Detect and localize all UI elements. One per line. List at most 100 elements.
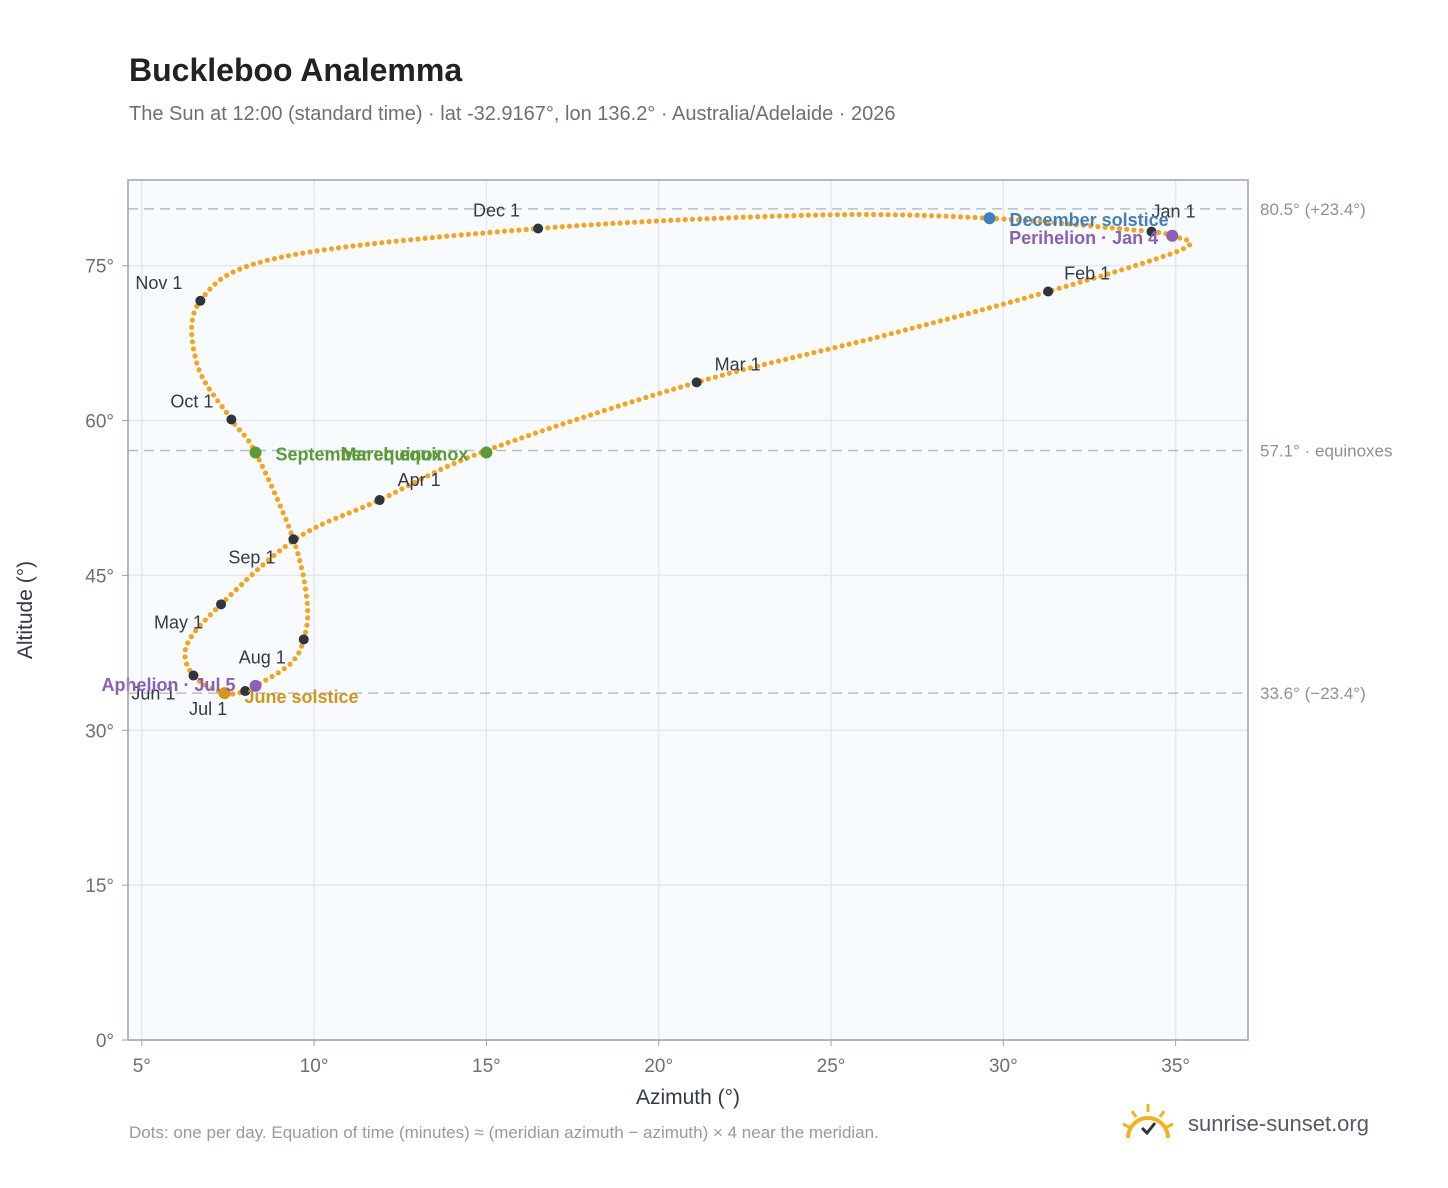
daily-sun-dot — [1030, 218, 1036, 224]
daily-sun-dot — [239, 581, 245, 588]
daily-sun-dot — [747, 365, 754, 371]
event-marker — [480, 446, 493, 459]
daily-sun-dot — [553, 423, 559, 429]
page-title: Buckleboo Analemma — [129, 52, 463, 88]
daily-sun-dot — [1073, 222, 1079, 228]
daily-sun-dot — [603, 221, 609, 227]
brand[interactable]: sunrise-sunset.org — [1120, 1102, 1369, 1146]
x-tick-label: 15° — [472, 1056, 501, 1077]
x-tick-label: 25° — [817, 1056, 846, 1077]
plot-background — [128, 180, 1248, 1040]
daily-sun-dot — [425, 473, 431, 479]
daily-sun-dot — [610, 220, 616, 226]
y-tick-label: 15° — [85, 876, 114, 897]
daily-sun-dot — [588, 222, 594, 228]
daily-sun-dot — [856, 211, 862, 218]
daily-sun-dot — [678, 384, 684, 390]
daily-sun-dot — [1109, 225, 1115, 231]
daily-sun-dot — [863, 211, 870, 218]
month-marker — [188, 670, 199, 681]
x-axis-label: Azimuth (°) — [636, 1086, 740, 1109]
daily-sun-dot — [293, 544, 299, 550]
daily-sun-dot — [608, 405, 614, 411]
daily-sun-dot — [264, 257, 270, 263]
daily-sun-dot — [188, 634, 194, 640]
reference-line-label: 33.6° (−23.4°) — [1260, 684, 1366, 703]
daily-sun-dot — [921, 212, 927, 219]
daily-sun-dot — [386, 239, 392, 245]
daily-sun-dot — [972, 309, 979, 315]
daily-sun-dot — [885, 212, 891, 218]
event-marker — [1166, 229, 1179, 242]
daily-sun-dot — [726, 215, 732, 221]
daily-sun-dot — [811, 350, 817, 356]
month-marker — [533, 223, 544, 234]
daily-sun-dot — [791, 213, 797, 219]
daily-sun-dot — [909, 325, 915, 331]
daily-sun-dot — [218, 276, 224, 282]
daily-sun-dot — [740, 214, 746, 220]
daily-sun-dot — [207, 612, 213, 618]
daily-sun-dot — [615, 403, 621, 409]
daily-sun-dot — [219, 404, 225, 410]
daily-sun-dot — [360, 504, 366, 510]
daily-sun-dot — [189, 324, 195, 330]
daily-sun-dot — [207, 286, 213, 292]
month-marker — [226, 414, 237, 425]
daily-sun-dot — [182, 654, 188, 660]
daily-sun-dot — [257, 259, 263, 265]
daily-sun-dot — [726, 370, 733, 376]
daily-sun-dot — [842, 212, 848, 218]
daily-sun-dot — [545, 225, 551, 231]
daily-sun-dot — [202, 617, 208, 623]
daily-sun-dot — [471, 452, 477, 458]
month-marker-label: Jul 1 — [189, 699, 227, 719]
event-marker — [218, 687, 231, 700]
daily-sun-dot — [1077, 279, 1083, 285]
page-subtitle: The Sun at 12:00 (standard time) · lat -… — [129, 103, 896, 125]
daily-sun-dot — [444, 463, 450, 469]
plot-frame — [127, 179, 1249, 1041]
daily-sun-dot — [182, 647, 188, 653]
daily-sun-dot — [346, 510, 352, 516]
daily-sun-dot — [907, 212, 913, 218]
daily-sun-dot — [646, 218, 652, 224]
daily-sun-dot — [958, 312, 965, 318]
daily-sun-dot — [224, 272, 230, 278]
daily-sun-dot — [581, 222, 587, 228]
month-marker — [298, 634, 309, 645]
daily-sun-dot — [277, 503, 283, 509]
daily-sun-dot — [827, 212, 833, 218]
daily-sun-dot — [431, 470, 437, 476]
x-tick-label: 20° — [644, 1056, 673, 1077]
daily-sun-dot — [567, 419, 573, 425]
daily-sun-dot — [296, 650, 302, 656]
daily-sun-dot — [761, 361, 768, 367]
daily-sun-dot — [846, 341, 852, 347]
daily-sun-dot — [1007, 299, 1014, 305]
reference-line-label: 57.1° · equinoxes — [1260, 441, 1393, 460]
daily-sun-dot — [798, 212, 804, 218]
daily-sun-dot — [986, 305, 993, 311]
daily-sun-dot — [892, 212, 899, 218]
daily-sun-dot — [274, 496, 281, 502]
daily-sun-dot — [1138, 228, 1144, 234]
daily-sun-dot — [321, 247, 327, 253]
daily-sun-dot — [783, 356, 789, 362]
daily-sun-dot — [262, 470, 269, 476]
y-tick-label: 75° — [85, 257, 114, 278]
daily-sun-dot — [465, 231, 471, 237]
daily-sun-dot — [283, 516, 289, 523]
daily-sun-dot — [1124, 226, 1130, 232]
daily-sun-dot — [422, 235, 428, 241]
daily-sun-dot — [292, 656, 298, 662]
daily-sun-dot — [379, 240, 385, 246]
month-marker-label: Mar 1 — [715, 354, 761, 374]
daily-sun-dot — [266, 477, 272, 483]
daily-sun-dot — [399, 486, 405, 492]
event-marker — [249, 446, 262, 459]
daily-sun-dot — [740, 367, 747, 373]
daily-sun-dot — [965, 214, 971, 220]
daily-sun-dot — [668, 217, 674, 223]
daily-sun-dot — [1184, 237, 1190, 243]
